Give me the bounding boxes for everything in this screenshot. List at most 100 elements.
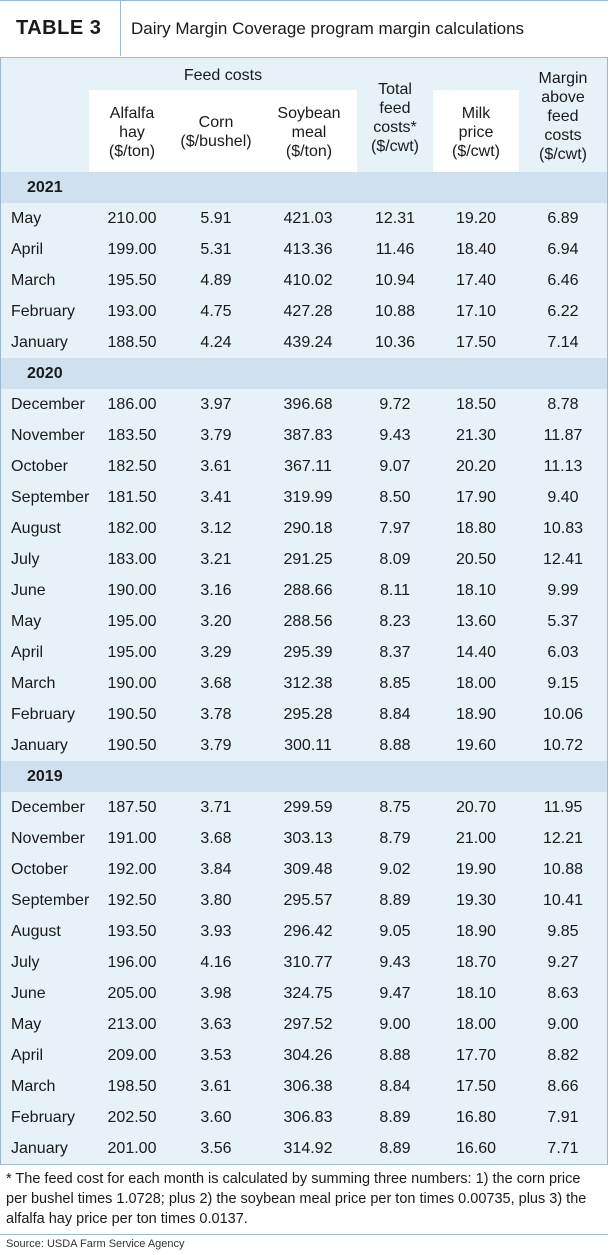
- month-cell: June: [11, 581, 46, 599]
- milk-header-bg: [433, 90, 519, 172]
- year-section-header: 2021: [1, 172, 607, 203]
- table-row: March 195.50 4.89 410.02 10.94 17.40 6.46: [1, 265, 607, 296]
- alfalfa-cell: 187.50: [107, 798, 157, 816]
- milk-price-cell: 16.60: [455, 1139, 497, 1157]
- alfalfa-cell: 195.00: [107, 643, 157, 661]
- milk-price-cell: 18.10: [455, 984, 497, 1002]
- corn-cell: 3.61: [200, 1077, 232, 1095]
- table-row: September 181.50 3.41 319.99 8.50 17.90 9.40: [1, 482, 607, 513]
- milk-price-header: Milk price ($/cwt): [452, 104, 500, 160]
- corn-cell: 4.89: [200, 271, 232, 289]
- alfalfa-cell: 192.00: [107, 860, 157, 878]
- soybean-cell: 291.25: [283, 550, 333, 568]
- soybean-cell: 300.11: [284, 736, 332, 754]
- total-feed-cell: 7.97: [379, 519, 411, 537]
- soybean-cell: 410.02: [283, 271, 333, 289]
- table-row: September 192.50 3.80 295.57 8.89 19.30 10.41: [1, 885, 607, 916]
- table-row: August 182.00 3.12 290.18 7.97 18.80 10.83: [1, 513, 607, 544]
- month-cell: December: [11, 395, 85, 413]
- margin-cell: 7.91: [547, 1108, 579, 1126]
- table-row: February 190.50 3.78 295.28 8.84 18.90 10.06: [1, 699, 607, 730]
- table-row: October 182.50 3.61 367.11 9.07 20.20 11.13: [1, 451, 607, 482]
- milk-price-cell: 18.00: [455, 674, 497, 692]
- table-row: May 210.00 5.91 421.03 12.31 19.20 6.89: [1, 203, 607, 234]
- alfalfa-cell: 188.50: [107, 333, 157, 351]
- soybean-cell: 324.75: [283, 984, 333, 1002]
- soybean-cell: 439.24: [283, 333, 333, 351]
- month-cell: February: [11, 705, 76, 723]
- month-cell: January: [11, 333, 68, 351]
- milk-price-cell: 18.10: [455, 581, 497, 599]
- table-row: March 198.50 3.61 306.38 8.84 17.50 8.66: [1, 1071, 607, 1102]
- total-feed-cell: 9.02: [379, 860, 411, 878]
- alfalfa-cell: 190.00: [107, 581, 157, 599]
- milk-price-cell: 19.60: [455, 736, 497, 754]
- total-feed-cell: 9.43: [379, 953, 411, 971]
- margin-cell: 10.83: [542, 519, 584, 537]
- total-feed-cell: 8.89: [379, 891, 411, 909]
- margin-cell: 10.41: [542, 891, 584, 909]
- corn-header: Corn ($/bushel): [180, 114, 252, 150]
- alfalfa-cell: 202.50: [107, 1108, 157, 1126]
- alfalfa-cell: 183.50: [107, 426, 157, 444]
- margin-cell: 7.14: [547, 333, 579, 351]
- margin-cell: 10.06: [542, 705, 584, 723]
- soybean-cell: 288.56: [283, 612, 333, 630]
- total-feed-cell: 11.46: [375, 240, 415, 258]
- soybean-cell: 297.52: [283, 1015, 333, 1033]
- month-cell: April: [11, 643, 44, 661]
- soybean-cell: 413.36: [283, 240, 333, 258]
- corn-cell: 3.80: [200, 891, 232, 909]
- margin-cell: 6.03: [547, 643, 579, 661]
- table-row: April 195.00 3.29 295.39 8.37 14.40 6.03: [1, 637, 607, 668]
- margin-cell: 6.22: [547, 302, 579, 320]
- margin-cell: 8.82: [547, 1046, 579, 1064]
- milk-price-cell: 13.60: [455, 612, 497, 630]
- soybean-cell: 310.77: [283, 953, 333, 971]
- total-feed-cell: 10.88: [374, 302, 416, 320]
- corn-cell: 3.79: [200, 736, 232, 754]
- soybean-cell: 367.11: [284, 457, 332, 475]
- month-cell: June: [11, 984, 46, 1002]
- corn-cell: 5.31: [200, 240, 232, 258]
- soybean-cell: 312.38: [283, 674, 333, 692]
- total-feed-cell: 10.36: [374, 333, 416, 351]
- margin-cell: 9.40: [547, 488, 579, 506]
- total-feed-cell: 9.72: [379, 395, 411, 413]
- corn-cell: 3.71: [200, 798, 232, 816]
- soybean-header: Soybean meal ($/ton): [277, 104, 341, 160]
- milk-price-cell: 20.50: [455, 550, 497, 568]
- month-cell: January: [11, 1139, 68, 1157]
- alfalfa-cell: 182.00: [107, 519, 157, 537]
- table-title-bar: TABLE 3 Dairy Margin Coverage program ma…: [0, 0, 608, 56]
- milk-price-cell: 18.90: [455, 705, 497, 723]
- milk-price-cell: 18.50: [455, 395, 497, 413]
- table-title: Dairy Margin Coverage program margin cal…: [120, 1, 608, 56]
- corn-cell: 5.91: [200, 209, 232, 227]
- corn-cell: 4.24: [200, 333, 232, 351]
- milk-price-cell: 17.70: [455, 1046, 497, 1064]
- soybean-cell: 309.48: [283, 860, 333, 878]
- corn-cell: 3.97: [200, 395, 232, 413]
- total-feed-cell: 8.75: [379, 798, 411, 816]
- margin-header: Margin above feed costs ($/cwt): [538, 69, 588, 163]
- total-feed-cell: 10.94: [374, 271, 416, 289]
- table-row: November 183.50 3.79 387.83 9.43 21.30 11.87: [1, 420, 607, 451]
- table-row: January 188.50 4.24 439.24 10.36 17.50 7.14: [1, 327, 607, 358]
- data-table: Feed costs Alfalfa hay ($/ton) Corn ($/b…: [0, 57, 608, 1165]
- soybean-cell: 295.57: [283, 891, 333, 909]
- year-section-header: 2020: [1, 358, 607, 389]
- corn-cell: 3.21: [200, 550, 232, 568]
- alfalfa-cell: 213.00: [107, 1015, 157, 1033]
- margin-cell: 10.88: [542, 860, 584, 878]
- table-header: Feed costs Alfalfa hay ($/ton) Corn ($/b…: [1, 58, 607, 172]
- soybean-cell: 303.13: [283, 829, 333, 847]
- corn-cell: 3.29: [200, 643, 232, 661]
- total-feed-cell: 9.47: [379, 984, 411, 1002]
- month-cell: March: [11, 1077, 56, 1095]
- soybean-cell: 427.28: [283, 302, 333, 320]
- margin-cell: 6.89: [547, 209, 579, 227]
- soybean-cell: 396.68: [283, 395, 333, 413]
- milk-price-cell: 18.80: [455, 519, 497, 537]
